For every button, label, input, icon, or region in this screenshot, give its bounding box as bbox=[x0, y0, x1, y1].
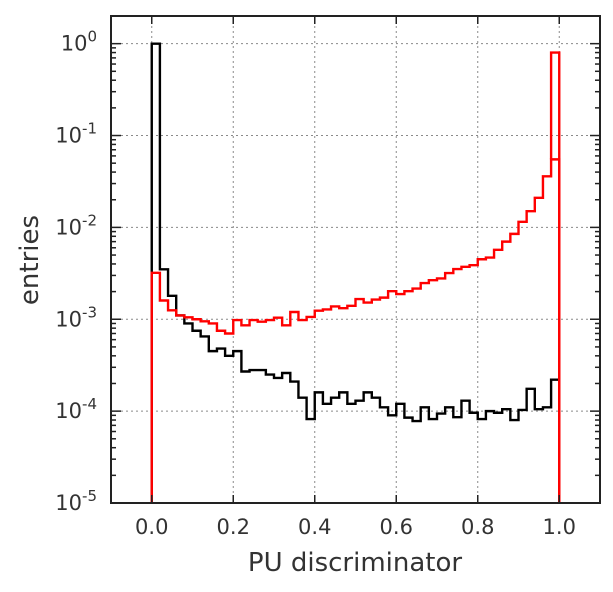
x-tick-label: 0.8 bbox=[461, 515, 494, 539]
axis-ticks bbox=[111, 16, 600, 504]
histogram-series bbox=[150, 42, 561, 503]
x-tick-label: 0.0 bbox=[135, 515, 168, 539]
y-tick-label: 10-4 bbox=[55, 395, 97, 423]
x-tick-label: 0.4 bbox=[298, 515, 331, 539]
y-tick-label: 10-3 bbox=[55, 303, 97, 331]
histogram-peak-bin bbox=[549, 51, 561, 503]
y-tick-label: 100 bbox=[61, 28, 97, 56]
y-tick-label: 10-5 bbox=[55, 487, 97, 515]
plot-frame bbox=[110, 15, 601, 504]
y-tick-label: 10-2 bbox=[55, 211, 97, 239]
y-tick-label: 10-1 bbox=[55, 120, 97, 148]
histogram-series-line bbox=[150, 42, 561, 503]
y-axis-label: entries bbox=[15, 215, 45, 305]
x-tick-labels: 0.0 0.2 0.4 0.6 0.8 1.0 bbox=[135, 515, 576, 539]
y-tick-labels: 100 10-1 10-2 10-3 10-4 10-5 bbox=[55, 28, 97, 515]
histogram-series-line bbox=[150, 158, 561, 503]
x-tick-label: 1.0 bbox=[543, 515, 576, 539]
x-tick-label: 0.2 bbox=[217, 515, 250, 539]
x-tick-label: 0.6 bbox=[380, 515, 413, 539]
x-axis-label: PU discriminator bbox=[248, 548, 463, 578]
